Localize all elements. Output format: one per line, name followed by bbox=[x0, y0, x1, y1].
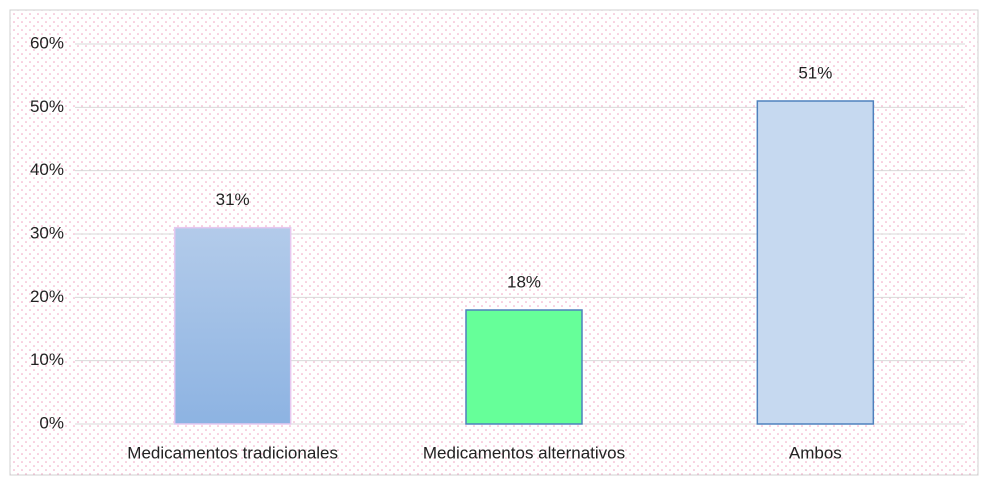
data-label: 51% bbox=[798, 63, 832, 82]
x-tick-label: Medicamentos tradicionales bbox=[127, 443, 338, 462]
bar bbox=[756, 100, 875, 425]
x-tick-label: Ambos bbox=[789, 443, 842, 462]
y-tick-label: 40% bbox=[30, 160, 64, 179]
bar bbox=[465, 309, 583, 425]
data-label: 18% bbox=[507, 272, 541, 291]
y-tick-label: 20% bbox=[30, 287, 64, 306]
y-tick-label: 30% bbox=[30, 223, 64, 242]
bar bbox=[173, 226, 292, 425]
x-tick-label: Medicamentos alternativos bbox=[423, 443, 625, 462]
y-tick-label: 0% bbox=[39, 413, 64, 432]
y-tick-label: 50% bbox=[30, 97, 64, 116]
y-tick-label: 10% bbox=[30, 350, 64, 369]
data-label: 31% bbox=[216, 190, 250, 209]
y-tick-label: 60% bbox=[30, 33, 64, 52]
